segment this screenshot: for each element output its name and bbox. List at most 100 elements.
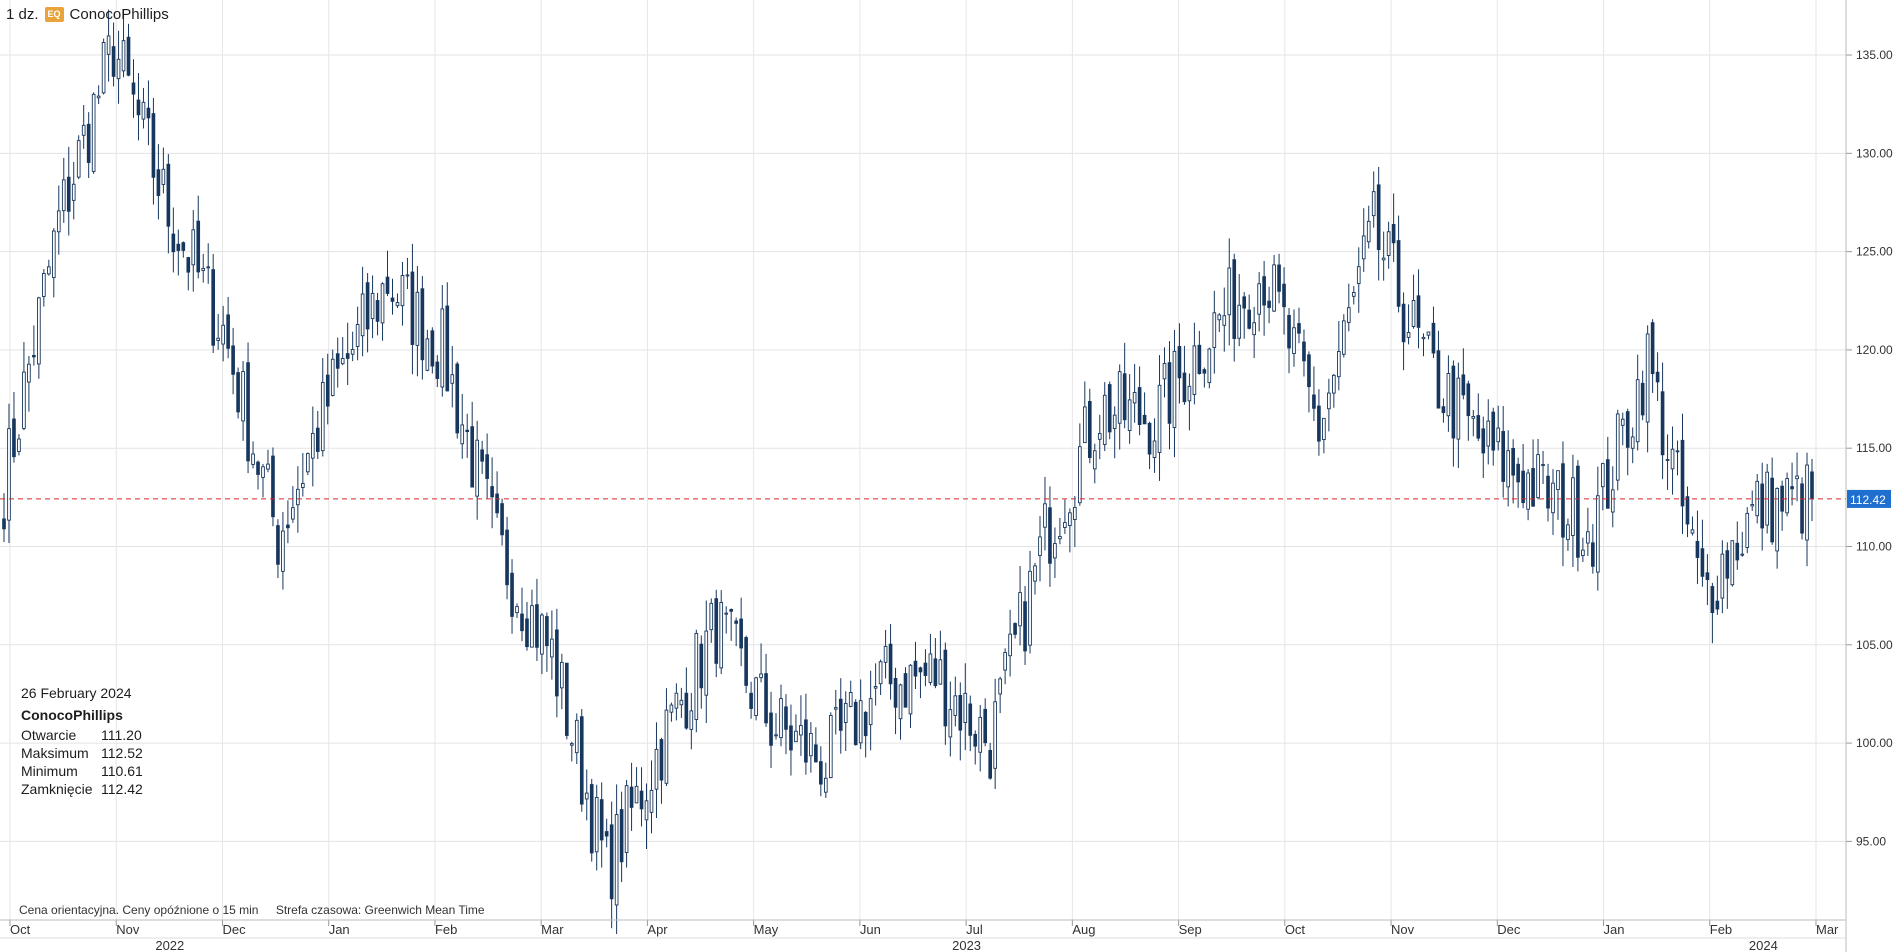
equity-badge: EQ <box>44 7 64 22</box>
candle <box>629 762 634 831</box>
candle-body-up <box>674 692 679 709</box>
candle <box>216 313 220 350</box>
candle-body-up <box>1068 512 1072 526</box>
candle-body-up <box>450 374 455 384</box>
candle <box>1242 292 1247 339</box>
candle-body-up <box>1596 495 1600 573</box>
candle <box>1312 366 1316 421</box>
candle <box>1307 351 1311 413</box>
candle <box>769 691 773 769</box>
candle <box>784 694 788 755</box>
candle-body-up <box>1600 463 1605 488</box>
candle <box>1277 253 1281 304</box>
candle <box>749 681 753 719</box>
candle <box>1406 304 1411 345</box>
candle-body-up <box>799 725 803 736</box>
candle-body-down <box>525 618 529 648</box>
candle-body-down <box>893 678 898 708</box>
candle <box>968 695 973 752</box>
candle-body-down <box>1302 341 1306 362</box>
candle-body-down <box>789 725 793 751</box>
candle <box>1745 507 1750 554</box>
candle-body-up <box>1212 312 1217 348</box>
candle-body-down <box>1202 369 1207 374</box>
period-label[interactable]: 1 dz. <box>6 6 39 23</box>
candle-body-up <box>704 630 709 696</box>
candle-body-down <box>784 706 788 730</box>
candle-body-down <box>1700 548 1705 577</box>
candle <box>734 617 738 647</box>
candle <box>1690 516 1695 536</box>
candle <box>1192 322 1197 405</box>
candle-body-up <box>1038 536 1042 557</box>
candle <box>1441 398 1446 423</box>
candle <box>500 498 504 546</box>
candle <box>1327 378 1331 432</box>
candle <box>1640 370 1645 421</box>
candle-body-down <box>1715 600 1720 610</box>
candle-body-down <box>943 649 948 727</box>
candle <box>1635 354 1640 451</box>
candle-body-up <box>993 701 997 769</box>
candle <box>1610 466 1615 528</box>
candle-body-down <box>734 620 738 624</box>
candle-body-down <box>1546 475 1550 509</box>
candle <box>1426 331 1431 340</box>
candle-body-up <box>1092 450 1097 470</box>
candle-body-down <box>923 662 928 676</box>
candle-body-up <box>1526 472 1530 510</box>
candle <box>1481 416 1486 478</box>
candle <box>1262 261 1266 336</box>
candle <box>1381 231 1386 281</box>
candle-body-up <box>878 661 883 685</box>
candle-body-up <box>1456 377 1461 440</box>
candle <box>1650 319 1655 394</box>
candle <box>12 392 16 463</box>
candle-body-down <box>629 786 634 808</box>
candle <box>485 433 489 499</box>
candle <box>1282 267 1286 335</box>
candle <box>983 698 988 747</box>
candle <box>1073 496 1077 547</box>
candle <box>649 760 654 834</box>
ohlc-info-panel: 26 February 2024 ConocoPhillips Otwarcie… <box>21 684 143 798</box>
candle <box>1715 575 1720 615</box>
candle <box>1645 325 1650 453</box>
candle-body-down <box>1122 373 1127 421</box>
candle <box>579 709 584 812</box>
candle <box>644 783 649 850</box>
y-tick-label: 130.00 <box>1856 146 1893 160</box>
candle <box>1127 374 1132 444</box>
candle-body-down <box>171 233 176 253</box>
candle <box>1157 355 1162 481</box>
candle <box>1725 542 1730 609</box>
candle-body-down <box>485 454 489 479</box>
candle-body-up <box>301 483 305 488</box>
candle-body-up <box>1630 436 1635 449</box>
candle <box>694 629 699 733</box>
candle-body-down <box>256 461 260 475</box>
candle-body-down <box>535 604 539 648</box>
candle-body-up <box>306 453 310 473</box>
x-tick-label: Nov <box>116 922 140 937</box>
candle <box>1710 582 1715 644</box>
candle-body-up <box>330 358 335 396</box>
candle <box>281 511 285 590</box>
candle-body-down <box>520 613 524 632</box>
candle-body-up <box>1690 529 1695 534</box>
candle-body-down <box>1521 470 1525 504</box>
candle-body-down <box>1087 401 1092 459</box>
candle-body-down <box>769 712 773 746</box>
candle <box>475 420 479 520</box>
candle <box>1451 360 1456 467</box>
candle-body-down <box>983 708 988 744</box>
candle <box>948 681 953 757</box>
candle-body-up <box>1112 414 1117 429</box>
candle <box>266 449 270 473</box>
candle <box>1506 430 1510 507</box>
y-tick-label: 110.00 <box>1856 539 1892 553</box>
candle <box>236 367 240 419</box>
candle <box>1705 554 1710 606</box>
candle <box>1332 373 1336 408</box>
